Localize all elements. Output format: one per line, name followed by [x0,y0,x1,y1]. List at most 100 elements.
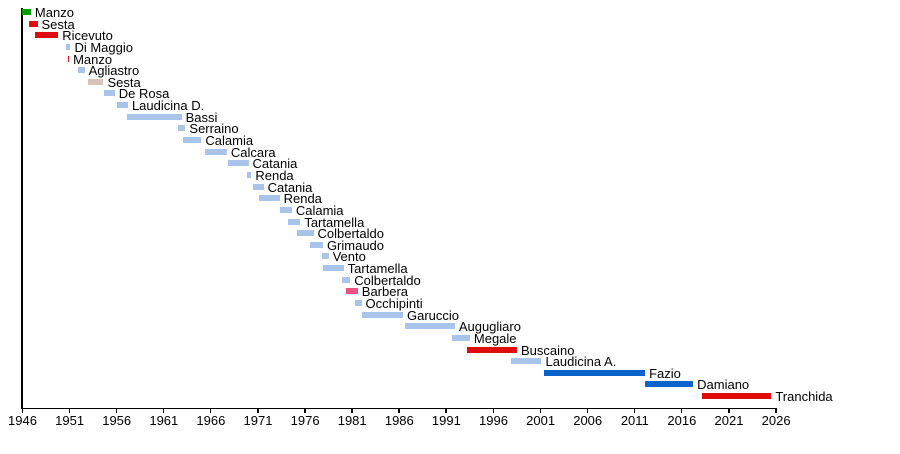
x-axis-tick-label: 2011 [620,413,649,428]
x-axis-tick-label: 1966 [196,413,226,428]
timeline-bar-label: Di Maggio [74,39,133,55]
x-axis-tick [445,408,447,413]
x-axis-tick-label: 1986 [384,413,414,428]
timeline-bar-occhipinti [354,300,362,306]
x-axis-tick [257,408,259,413]
timeline-bar-di-maggio [65,43,71,50]
timeline-bar-label: Grimaudo [326,237,385,253]
timeline-bar-label: Renda [255,167,294,183]
timeline-bar-agliastro [78,67,85,74]
x-axis-tick [115,408,118,413]
timeline-bar-colbertaldo [296,230,314,237]
timeline-bar-label: Augugliaro [458,319,521,335]
timeline-bar-label: Ricevuto [62,28,113,44]
timeline-bar-label: Megale [473,330,517,346]
x-axis-tick [539,408,542,413]
x-axis-tick [492,408,494,413]
timeline-bar-label: Sesta [41,16,75,32]
x-axis-tick [398,408,400,413]
x-axis-tick-label: 2021 [714,413,744,428]
timeline-bar-bassi [127,113,182,120]
timeline-bar-calamia [279,206,292,213]
timeline-bar-sesta [29,20,38,27]
x-axis-tick-label: 1971 [243,413,273,428]
timeline-bar-label: Manzo [34,5,74,20]
timeline-bar-label: Calamia [295,202,344,218]
timeline-bar-label: Catania [252,156,298,172]
timeline-bar-label: Buscaino [520,342,575,358]
timeline-bar-label: Garuccio [407,307,460,323]
x-axis-tick-label: 1991 [431,413,461,428]
x-axis-tick [209,408,212,413]
timeline-bar-label: Bassi [185,109,218,125]
x-axis-tick-label: 2026 [761,413,791,428]
x-axis-tick [728,408,730,413]
x-axis-tick [351,408,353,413]
timeline-bar-label: Tartamella [304,214,365,230]
timeline-bar-grimaudo [309,241,323,248]
timeline-bar-label: Sesta [107,74,141,90]
timeline-bar-tartamella [288,218,301,225]
timeline-bar-manzo [67,55,70,62]
timeline-bar-serraino [177,125,186,132]
x-axis-tick [162,408,165,413]
timeline-bar-laudicina-a [511,358,542,365]
x-axis-tick-label: 2006 [573,413,603,428]
timeline-bar-de-rosa [104,90,115,97]
x-axis-tick-label: 1976 [290,413,320,428]
timeline-bar-damiano [645,381,694,388]
x-axis-tick-label: 1956 [102,413,132,428]
timeline-bar-catania [227,160,249,167]
timeline-bar-label: Laudicina D. [131,98,205,114]
timeline-bar-label: Tranchida [775,389,833,405]
y-axis-line [21,8,23,408]
x-axis-tick [775,408,777,413]
timeline-bar-label: Occhipinti [365,296,423,311]
timeline-bar-vento [321,253,329,260]
timeline-bar-label: Renda [283,191,322,207]
timeline-bar-ricevuto [34,32,59,39]
timeline-bar-label: Barbera [361,284,409,300]
timeline-bar-label: Agliastro [88,63,140,79]
timeline-bar-label: Vento [332,249,366,265]
timeline-bar-label: De Rosa [118,86,170,102]
timeline-bar-tartamella [322,265,344,272]
x-axis-tick-label: 1961 [149,413,179,428]
timeline-bar-label: Calamia [205,133,254,149]
timeline-bar-label: Colbertaldo [317,226,385,242]
timeline-bar-barbera [346,288,358,295]
timeline-bar-label: Manzo [73,51,113,67]
timeline-bar-colbertaldo [341,276,351,283]
timeline-bar-renda [258,195,280,202]
x-axis-tick-label: 2016 [667,413,697,428]
timeline-bar-garuccio [361,311,403,318]
x-axis-tick-label: 1996 [479,413,508,428]
timeline-bar-label: Tartamella [347,261,408,277]
x-axis-tick-label: 1946 [8,413,37,428]
timeline-bar-label: Fazio [649,365,681,381]
x-axis-tick [633,408,636,413]
timeline-bar-fazio [544,369,646,376]
timeline-bar-augugliaro [404,323,455,330]
x-axis-tick [680,408,683,413]
x-axis-tick-label: 1951 [55,413,85,428]
timeline-bar-sesta [88,78,104,85]
timeline-bar-label: Colbertaldo [354,272,421,288]
timeline-bar-label: Catania [267,179,313,195]
timeline-bar-tranchida [701,393,772,400]
timeline-bar-laudicina-d [116,102,128,109]
timeline-bar-megale [451,334,470,341]
x-axis-tick-label: 2001 [526,413,556,428]
timeline-bar-label: Calcara [230,144,276,160]
timeline-bar-catania [253,183,264,190]
x-axis-tick [68,408,71,413]
timeline-bar-label: Laudicina A. [545,354,617,370]
x-axis-tick [21,408,23,413]
timeline-bar-calamia [182,137,202,144]
timeline-bar-renda [246,171,252,178]
x-axis-tick-label: 1981 [337,413,367,428]
timeline-bar-label: Serraino [189,121,239,137]
timeline-bar-manzo [21,9,31,15]
